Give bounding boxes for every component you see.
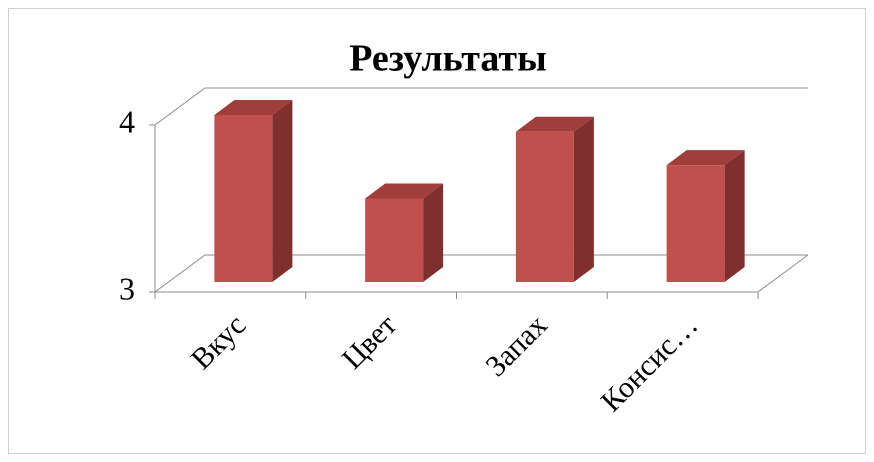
y-tick-label: 3 xyxy=(119,270,135,306)
bar-front xyxy=(515,131,574,282)
chart-title: Результаты xyxy=(349,38,547,80)
bar-front xyxy=(365,198,424,282)
bar xyxy=(666,150,745,282)
bar-top xyxy=(214,100,293,115)
bar xyxy=(214,100,293,282)
y-tick-label: 4 xyxy=(119,103,135,139)
grid-line xyxy=(154,87,808,126)
bar-side xyxy=(423,183,444,282)
bar xyxy=(365,183,444,282)
bar-top xyxy=(515,116,594,132)
bar-top xyxy=(666,150,745,166)
bar xyxy=(515,116,594,282)
bar-top xyxy=(365,183,444,199)
bar-front xyxy=(666,165,725,282)
bar-side xyxy=(724,150,745,282)
bar-side xyxy=(272,100,293,282)
grid-line xyxy=(154,254,808,293)
bar-side xyxy=(573,116,594,282)
bar-front xyxy=(214,115,273,282)
